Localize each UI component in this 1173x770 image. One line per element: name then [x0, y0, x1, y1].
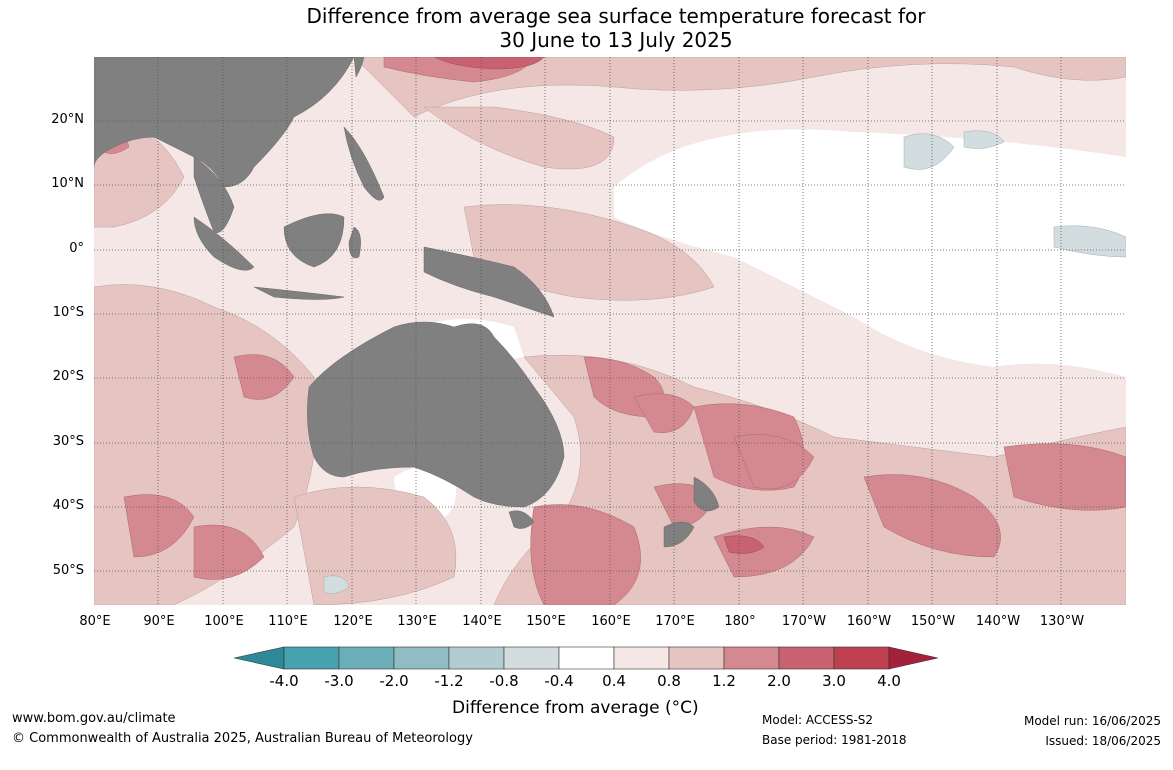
colorbar-segment-0.4-to-0.8 — [613, 646, 670, 670]
footer-base-period: Base period: 1981-2018 — [762, 733, 907, 747]
footer-model-run: Model run: 16/06/2025 — [1023, 714, 1161, 728]
footer-website: www.bom.gov.au/climate — [12, 711, 176, 726]
cool-hawaii-east — [963, 130, 1005, 149]
lat-label-20s: 20°S — [52, 369, 84, 384]
lon-label-100e: 100°E — [204, 614, 244, 629]
strong-indian-mid — [233, 354, 295, 400]
colorbar — [234, 646, 938, 670]
lon-label-160w: 160°W — [846, 614, 892, 629]
land-new-zealand-south — [663, 521, 695, 548]
lon-label-180: 180° — [724, 614, 756, 629]
very-strong-north-pacific — [433, 57, 545, 70]
strong-indian-south — [123, 494, 195, 558]
lon-label-110e: 110°E — [268, 614, 308, 629]
colorbar-segment-above-4 — [888, 646, 938, 670]
colorbar-segment-3-to-4 — [833, 646, 890, 670]
warm-north-pacific-band — [353, 57, 1126, 118]
footer-copyright: © Commonwealth of Australia 2025, Austra… — [12, 731, 473, 746]
warm-south-of-australia — [293, 486, 457, 605]
colorbar-label: 1.2 — [712, 672, 736, 690]
land-australia — [307, 321, 565, 508]
very-strong-nz-east — [723, 535, 765, 554]
colorbar-segment--3-to--2 — [338, 646, 395, 670]
map-title-line1: Difference from average sea surface temp… — [306, 4, 926, 28]
colorbar-label: 0.4 — [602, 672, 626, 690]
lon-label-150w: 150°W — [910, 614, 956, 629]
lat-label-50s: 50°S — [52, 563, 84, 578]
gridlines — [94, 57, 1126, 605]
lon-label-80e: 80°E — [79, 614, 111, 629]
strong-east-pacific — [1003, 443, 1126, 511]
map-title-line2: 30 June to 13 July 2025 — [499, 28, 733, 52]
footer-issued: Issued: 18/06/2025 — [1045, 734, 1161, 748]
colorbar-segment-2-to-3 — [778, 646, 835, 670]
colorbar-segment--0.8-to--0.4 — [503, 646, 560, 670]
lat-label-10s: 10°S — [52, 305, 84, 320]
colorbar-label: 3.0 — [822, 672, 846, 690]
lon-label-170w: 170°W — [781, 614, 827, 629]
colorbar-title: Difference from average (°C) — [452, 698, 699, 718]
lon-label-90e: 90°E — [143, 614, 175, 629]
lon-label-130w: 130°W — [1039, 614, 1085, 629]
lat-label-30s: 30°S — [52, 434, 84, 449]
land — [94, 57, 720, 548]
map-title: Difference from average sea surface temp… — [0, 4, 1173, 52]
strong-central-south — [733, 434, 815, 490]
very-strong-warm-regions — [433, 57, 765, 554]
lat-label-20n: 20°N — [51, 112, 84, 127]
colorbar-label: -1.2 — [434, 672, 464, 690]
strong-indian-sw — [193, 524, 265, 580]
strong-south-central — [863, 474, 1001, 558]
lat-label-0: 0° — [69, 241, 84, 256]
colorbar-label: 2.0 — [767, 672, 791, 690]
footer-model: Model: ACCESS-S2 — [762, 713, 874, 727]
lon-label-140e: 140°E — [462, 614, 502, 629]
land-sumatra — [193, 216, 255, 271]
land-japan — [353, 57, 365, 78]
lat-label-10n: 10°N — [51, 176, 84, 191]
land-new-guinea — [423, 246, 555, 318]
land-tasmania — [508, 510, 535, 529]
lon-label-120e: 120°E — [333, 614, 373, 629]
colorbar-segment--2-to--1.2 — [393, 646, 450, 670]
lon-label-170e: 170°E — [655, 614, 695, 629]
lon-label-140w: 140°W — [975, 614, 1021, 629]
land-java — [253, 286, 345, 300]
colorbar-label: -0.4 — [544, 672, 574, 690]
warm-philippine-sea — [423, 106, 615, 170]
colorbar-label: 4.0 — [877, 672, 901, 690]
lat-label-40s: 40°S — [52, 498, 84, 513]
neutral-central-pacific — [614, 129, 1126, 377]
colorbar-label: -3.0 — [324, 672, 354, 690]
cool-regions — [323, 130, 1126, 594]
colorbar-segment--4-to--3 — [283, 646, 340, 670]
lon-label-160e: 160°E — [591, 614, 631, 629]
cool-north-pacific — [903, 133, 955, 170]
colorbar-label: -4.0 — [269, 672, 299, 690]
colorbar-label: -2.0 — [379, 672, 409, 690]
colorbar-segment--1.2-to--0.8 — [448, 646, 505, 670]
land-indochina-peninsula — [193, 156, 235, 233]
colorbar-label: 0.8 — [657, 672, 681, 690]
colorbar-segment-0.8-to-1.2 — [668, 646, 725, 670]
colorbar-label: -0.8 — [489, 672, 519, 690]
land-borneo — [283, 213, 345, 268]
cool-east-equatorial — [1053, 225, 1126, 258]
cool-southern-indian — [323, 575, 350, 594]
sst-anomaly-map — [94, 57, 1126, 605]
colorbar-segment--0.4-to-0.4 — [558, 646, 615, 670]
lon-label-130e: 130°E — [397, 614, 437, 629]
lon-label-150e: 150°E — [526, 614, 566, 629]
colorbar-segment-1.2-to-2 — [723, 646, 780, 670]
colorbar-segment-below--4 — [234, 646, 285, 670]
land-asia — [94, 57, 355, 188]
